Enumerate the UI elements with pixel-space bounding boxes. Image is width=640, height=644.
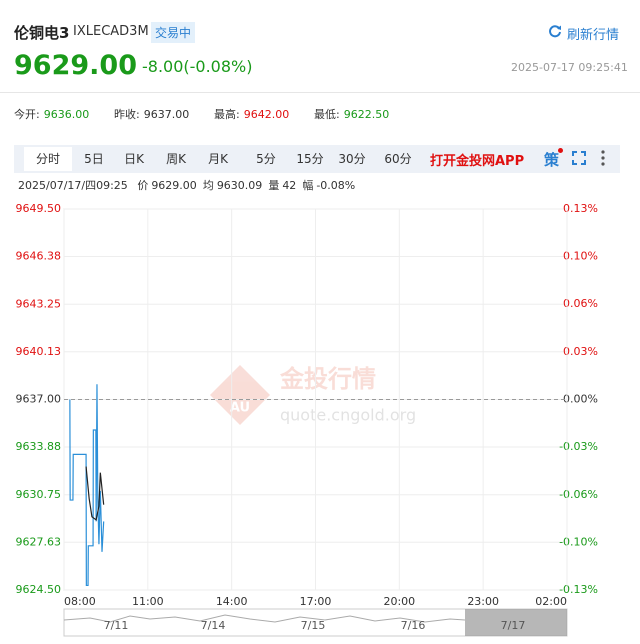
stat: 昨收: 9637.00	[114, 106, 189, 122]
quote-time: 2025-07-17 09:25:41	[511, 61, 628, 74]
tab[interactable]: 60分	[384, 152, 412, 166]
navigator-label: 7/11	[104, 619, 129, 632]
info-datetime: 2025/07/17/四09:25	[18, 179, 128, 192]
info-line: 2025/07/17/四09:25 价 9629.00 均 9630.09 量 42 幅 -0…	[18, 177, 355, 193]
navigator-selection[interactable]	[465, 609, 567, 636]
y-tick-label: 9633.88	[16, 440, 62, 453]
y-tick-label: 9643.25	[16, 297, 62, 310]
navigator-label: 7/14	[201, 619, 226, 632]
x-tick-label: 17:00	[300, 595, 332, 608]
y-tick-label: 9630.75	[16, 488, 62, 501]
navigator-label: 7/16	[401, 619, 426, 632]
y-tick-label: 9649.50	[16, 202, 62, 215]
navigator-line	[63, 614, 466, 623]
stat-value: 9637.00	[143, 108, 190, 121]
stat: 今开: 9636.00	[14, 106, 89, 122]
refresh-icon[interactable]	[548, 24, 562, 38]
refresh-button[interactable]: 刷新行情	[567, 28, 620, 43]
tab[interactable]: 分时	[24, 147, 72, 171]
info-value: 42	[282, 179, 297, 192]
strategy-icon[interactable]: 策	[544, 151, 560, 169]
notify-dot	[558, 148, 563, 153]
watermark-logo: AU	[230, 401, 250, 416]
tab[interactable]: 周K	[166, 152, 186, 166]
tab[interactable]: 30分	[338, 152, 366, 166]
divider	[0, 92, 640, 93]
y2-tick-label: -0.10%	[559, 535, 598, 548]
stat: 最高: 9642.00	[214, 106, 289, 122]
x-tick-label: 08:00	[64, 595, 96, 608]
stat: 最低: 9622.50	[314, 106, 389, 122]
y-tick-label: 9646.38	[16, 250, 62, 263]
info-value: -0.08%	[316, 179, 356, 192]
last-price: 9629.00	[14, 50, 137, 81]
series-line	[69, 384, 105, 587]
instrument-name: 伦铜电3	[14, 24, 70, 42]
info-label: 量	[268, 179, 280, 192]
tab[interactable]: 月K	[208, 152, 228, 166]
tab[interactable]: 15分	[296, 152, 324, 166]
more-icon[interactable]	[600, 150, 606, 166]
y2-tick-label: 0.10%	[563, 250, 598, 263]
stat-value: 9622.50	[343, 108, 390, 121]
info-label: 幅	[302, 179, 314, 192]
price-change: -8.00(-0.08%)	[142, 57, 253, 76]
watermark-url: quote.cngold.org	[280, 406, 416, 425]
fullscreen-icon[interactable]	[572, 151, 586, 165]
tab-bar	[14, 145, 620, 173]
x-tick-label: 02:00	[535, 595, 567, 608]
info-value: 9629.00	[151, 179, 197, 192]
navigator-label: 7/17	[501, 619, 526, 632]
stat-label: 最高:	[214, 108, 240, 121]
y2-tick-label: 0.06%	[563, 297, 598, 310]
y-tick-label: 9637.00	[16, 393, 62, 406]
y-tick-label: 9640.13	[16, 345, 62, 358]
info-label: 均	[202, 179, 214, 192]
stat-label: 今开:	[14, 108, 40, 121]
stat-value: 9636.00	[43, 108, 90, 121]
info-label: 价	[137, 179, 149, 192]
watermark: AU 金投行情 quote.cngold.org	[210, 365, 416, 425]
app-link[interactable]: 打开金投网APP	[430, 154, 525, 169]
y2-tick-label: 0.13%	[563, 202, 598, 215]
y2-tick-label: -0.06%	[559, 488, 598, 501]
info-value: 9630.09	[216, 179, 263, 192]
x-tick-label: 23:00	[467, 595, 499, 608]
y2-tick-label: 0.00%	[563, 393, 598, 406]
tab[interactable]: 5日	[84, 152, 104, 166]
instrument-code: IXLECAD3M	[73, 24, 149, 39]
x-tick-label: 14:00	[216, 595, 248, 608]
status-badge: 交易中	[151, 22, 196, 43]
navigator-label: 7/15	[301, 619, 326, 632]
stat-label: 昨收:	[114, 108, 140, 121]
y-tick-label: 9624.50	[16, 583, 62, 596]
y-tick-label: 9627.63	[16, 535, 62, 548]
watermark-title: 金投行情	[279, 365, 376, 393]
stat-label: 最低:	[314, 108, 340, 121]
x-tick-label: 20:00	[383, 595, 415, 608]
stat-value: 9642.00	[243, 108, 290, 121]
y2-tick-label: -0.03%	[559, 440, 598, 453]
y2-tick-label: -0.13%	[559, 583, 598, 596]
series-line	[85, 466, 105, 521]
y2-tick-label: 0.03%	[563, 345, 598, 358]
tab[interactable]: 5分	[256, 152, 276, 166]
x-tick-label: 11:00	[132, 595, 164, 608]
tab[interactable]: 日K	[124, 152, 144, 166]
